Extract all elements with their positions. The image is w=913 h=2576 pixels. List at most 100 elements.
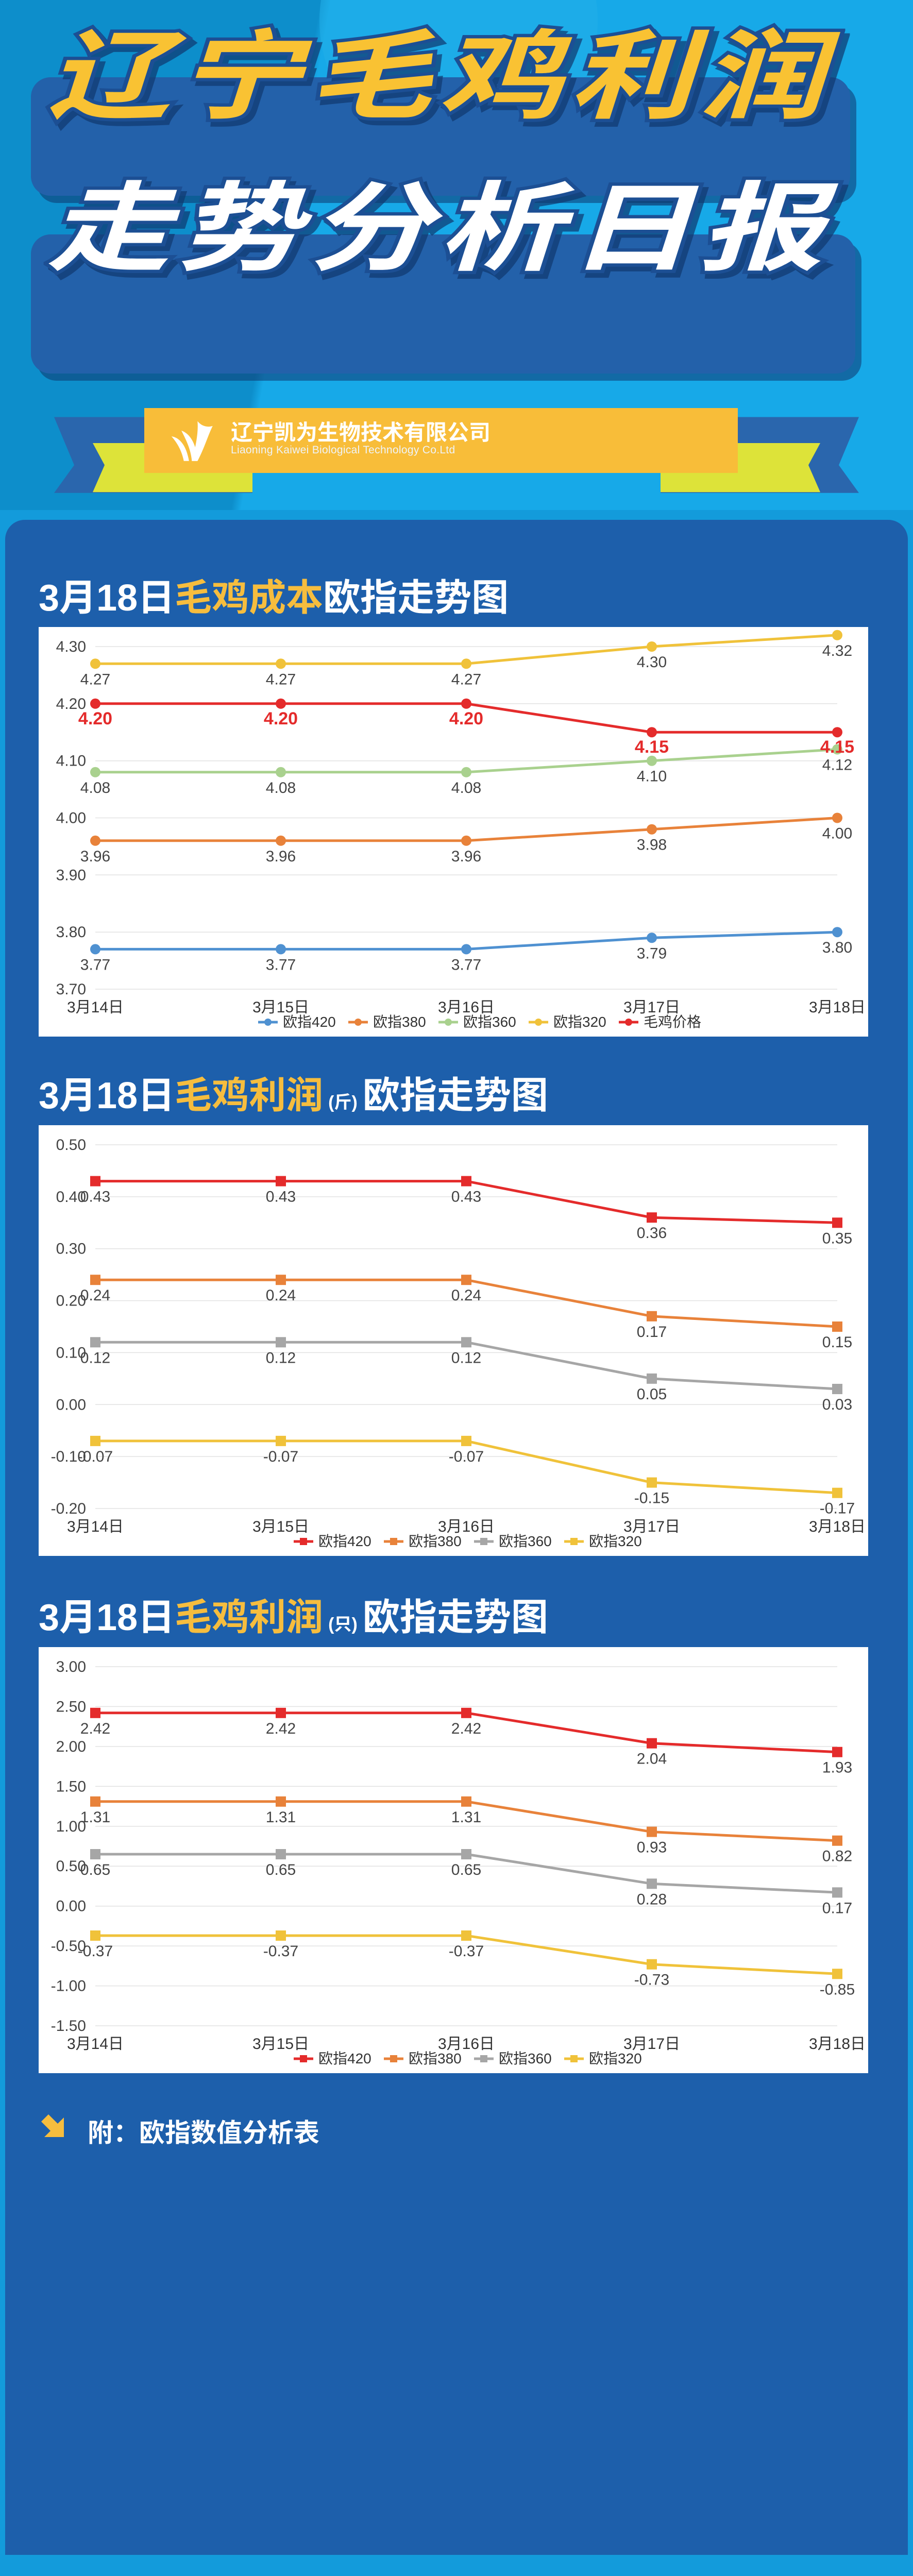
svg-text:3.00: 3.00 xyxy=(56,1658,86,1675)
svg-text:3.77: 3.77 xyxy=(266,956,296,973)
svg-text:0.28: 0.28 xyxy=(637,1891,667,1908)
svg-text:0.35: 0.35 xyxy=(822,1230,852,1247)
svg-text:-0.37: -0.37 xyxy=(263,1943,298,1960)
svg-text:3月15日: 3月15日 xyxy=(252,1518,309,1535)
svg-text:0.50: 0.50 xyxy=(56,1137,86,1154)
svg-text:4.15: 4.15 xyxy=(635,737,669,757)
svg-text:0.15: 0.15 xyxy=(822,1334,852,1351)
svg-text:欧指320: 欧指320 xyxy=(589,1533,642,1549)
svg-text:3.80: 3.80 xyxy=(822,939,852,956)
svg-text:-0.15: -0.15 xyxy=(634,1490,669,1507)
svg-text:4.32: 4.32 xyxy=(822,642,852,659)
svg-text:欧指380: 欧指380 xyxy=(409,1533,462,1549)
svg-text:0.65: 0.65 xyxy=(266,1861,296,1878)
svg-text:3.79: 3.79 xyxy=(637,945,667,962)
svg-text:欧指360: 欧指360 xyxy=(463,1014,516,1030)
svg-text:2.42: 2.42 xyxy=(80,1720,110,1737)
svg-text:4.27: 4.27 xyxy=(80,671,110,688)
svg-text:欧指320: 欧指320 xyxy=(589,2050,642,2066)
svg-text:3月15日: 3月15日 xyxy=(252,2036,309,2053)
svg-text:1.31: 1.31 xyxy=(80,1809,110,1826)
svg-text:0.17: 0.17 xyxy=(822,1900,852,1917)
svg-text:4.30: 4.30 xyxy=(637,654,667,671)
svg-text:1.31: 1.31 xyxy=(451,1809,481,1826)
svg-text:0.12: 0.12 xyxy=(80,1349,110,1366)
svg-text:0.03: 0.03 xyxy=(822,1396,852,1413)
svg-text:0.17: 0.17 xyxy=(637,1324,667,1341)
svg-text:2.00: 2.00 xyxy=(56,1738,86,1755)
svg-text:4.00: 4.00 xyxy=(56,810,86,827)
svg-text:3.96: 3.96 xyxy=(80,848,110,865)
svg-text:0.12: 0.12 xyxy=(266,1349,296,1366)
svg-text:2.04: 2.04 xyxy=(637,1751,667,1768)
svg-text:2.42: 2.42 xyxy=(266,1720,296,1737)
svg-text:-0.07: -0.07 xyxy=(263,1448,298,1465)
svg-text:0.93: 0.93 xyxy=(637,1839,667,1856)
svg-text:4.00: 4.00 xyxy=(822,825,852,842)
svg-text:4.08: 4.08 xyxy=(451,779,481,796)
svg-text:-0.85: -0.85 xyxy=(820,1981,855,1998)
svg-text:3月14日: 3月14日 xyxy=(67,999,124,1016)
svg-text:0.24: 0.24 xyxy=(451,1287,481,1304)
svg-text:0.43: 0.43 xyxy=(451,1189,481,1206)
svg-text:0.12: 0.12 xyxy=(451,1349,481,1366)
svg-text:4.30: 4.30 xyxy=(56,638,86,655)
svg-text:0.00: 0.00 xyxy=(56,1396,86,1413)
svg-text:3月18日: 3月18日 xyxy=(809,2036,866,2053)
svg-text:0.05: 0.05 xyxy=(637,1386,667,1403)
svg-text:4.12: 4.12 xyxy=(822,757,852,774)
svg-text:4.10: 4.10 xyxy=(56,753,86,770)
svg-text:3月18日: 3月18日 xyxy=(809,1518,866,1535)
svg-text:3.77: 3.77 xyxy=(451,956,481,973)
svg-text:4.27: 4.27 xyxy=(266,671,296,688)
svg-text:欧指320: 欧指320 xyxy=(553,1014,606,1030)
svg-text:欧指420: 欧指420 xyxy=(318,1533,371,1549)
svg-text:0.65: 0.65 xyxy=(451,1861,481,1878)
svg-text:0.30: 0.30 xyxy=(56,1241,86,1258)
svg-text:4.08: 4.08 xyxy=(80,779,110,796)
svg-text:3.77: 3.77 xyxy=(80,956,110,973)
svg-text:-0.73: -0.73 xyxy=(634,1972,669,1989)
svg-text:欧指360: 欧指360 xyxy=(499,2050,552,2066)
svg-text:-0.37: -0.37 xyxy=(78,1943,113,1960)
svg-text:0.43: 0.43 xyxy=(266,1189,296,1206)
svg-text:1.31: 1.31 xyxy=(266,1809,296,1826)
svg-text:0.36: 0.36 xyxy=(637,1225,667,1242)
svg-text:0.24: 0.24 xyxy=(266,1287,296,1304)
svg-text:欧指380: 欧指380 xyxy=(409,2050,462,2066)
svg-text:-0.37: -0.37 xyxy=(449,1943,484,1960)
svg-text:0.43: 0.43 xyxy=(80,1189,110,1206)
svg-text:-0.20: -0.20 xyxy=(51,1500,86,1517)
svg-text:4.27: 4.27 xyxy=(451,671,481,688)
svg-text:4.08: 4.08 xyxy=(266,779,296,796)
svg-text:-1.00: -1.00 xyxy=(51,1978,86,1995)
svg-text:1.50: 1.50 xyxy=(56,1778,86,1795)
svg-text:-0.07: -0.07 xyxy=(78,1448,113,1465)
svg-text:-0.07: -0.07 xyxy=(449,1448,484,1465)
svg-text:4.10: 4.10 xyxy=(637,768,667,785)
svg-text:欧指420: 欧指420 xyxy=(283,1014,336,1030)
svg-text:1.93: 1.93 xyxy=(822,1759,852,1776)
svg-text:4.20: 4.20 xyxy=(264,709,298,728)
svg-text:欧指360: 欧指360 xyxy=(499,1533,552,1549)
svg-text:4.20: 4.20 xyxy=(78,709,112,728)
svg-text:3月14日: 3月14日 xyxy=(67,1518,124,1535)
svg-text:3.70: 3.70 xyxy=(56,981,86,998)
svg-text:3.96: 3.96 xyxy=(451,848,481,865)
svg-text:0.00: 0.00 xyxy=(56,1898,86,1915)
svg-text:-1.50: -1.50 xyxy=(51,2018,86,2035)
svg-text:-0.17: -0.17 xyxy=(820,1500,855,1517)
svg-text:3月18日: 3月18日 xyxy=(809,999,866,1016)
svg-text:3.98: 3.98 xyxy=(637,837,667,854)
svg-text:毛鸡价格: 毛鸡价格 xyxy=(644,1014,701,1030)
svg-text:3.80: 3.80 xyxy=(56,924,86,941)
svg-text:3月14日: 3月14日 xyxy=(67,2036,124,2053)
svg-text:2.42: 2.42 xyxy=(451,1720,481,1737)
svg-text:欧指380: 欧指380 xyxy=(373,1014,426,1030)
svg-text:4.15: 4.15 xyxy=(820,737,854,757)
svg-text:4.20: 4.20 xyxy=(449,709,483,728)
svg-text:0.82: 0.82 xyxy=(822,1848,852,1865)
svg-text:0.65: 0.65 xyxy=(80,1861,110,1878)
svg-text:2.50: 2.50 xyxy=(56,1698,86,1715)
svg-text:0.24: 0.24 xyxy=(80,1287,110,1304)
